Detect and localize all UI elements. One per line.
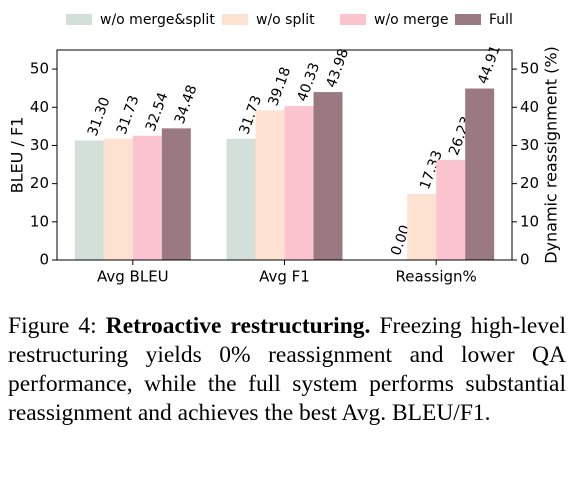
plot-frame: [56, 49, 513, 261]
y2-tick-label: 10: [520, 212, 539, 230]
bar: [255, 110, 285, 261]
y2-tick-label: 30: [520, 136, 539, 154]
y-tick-label: 20: [30, 174, 49, 192]
y2-tick-label: 20: [520, 174, 539, 192]
y2-tick-label: 50: [520, 60, 539, 78]
legend-label: w/o merge: [374, 12, 448, 28]
y2-tick-label: 40: [520, 98, 539, 116]
bar: [161, 128, 191, 260]
bar: [132, 135, 162, 260]
caption-text: Freezing high-level restructuring yields…: [8, 313, 566, 426]
y-axis-label: BLEU / F1: [8, 117, 27, 194]
caption-label: Figure 4:: [8, 313, 97, 339]
bar: [226, 138, 256, 260]
value-label: 34.48: [172, 83, 201, 126]
value-label: 31.30: [85, 95, 114, 138]
legend-label: w/o split: [256, 12, 315, 28]
x-tick-label: Reassign%: [396, 268, 477, 286]
value-label: 43.98: [323, 47, 352, 90]
y2-axis-label: Dynamic reassignment (%): [542, 46, 561, 264]
chart: BLEU / F1 Dynamic reassignment (%) 0 10 20…: [8, 12, 561, 286]
x-tick-label: Avg BLEU: [97, 268, 169, 286]
y-tick-label: 0: [39, 251, 49, 269]
y-tick-label: 40: [30, 98, 49, 116]
legend-swatch: [455, 14, 481, 25]
caption: Figure 4: Retroactive restructuring. Fre…: [8, 312, 566, 428]
bar: [407, 193, 437, 260]
y-tick-label: 30: [30, 136, 49, 154]
y-tick-label: 50: [30, 60, 49, 78]
legend-label: Full: [489, 12, 513, 28]
bar: [465, 88, 495, 260]
bar: [313, 92, 343, 261]
y-tick-label: 10: [30, 212, 49, 230]
caption-heading: Retroactive restructuring.: [105, 313, 371, 339]
x-tick-label: Avg F1: [259, 268, 310, 286]
legend-swatch: [222, 14, 248, 25]
value-label: 39.18: [265, 65, 294, 108]
legend-swatch: [66, 14, 92, 25]
bar: [284, 106, 314, 260]
legend-swatch: [340, 14, 366, 25]
bar: [103, 138, 133, 260]
y2-tick-label: 0: [520, 251, 530, 269]
value-label: 31.73: [114, 93, 143, 136]
bar: [74, 140, 104, 260]
bar: [436, 159, 466, 260]
legend-label: w/o merge&split: [100, 12, 215, 28]
value-label: 32.54: [143, 90, 172, 133]
